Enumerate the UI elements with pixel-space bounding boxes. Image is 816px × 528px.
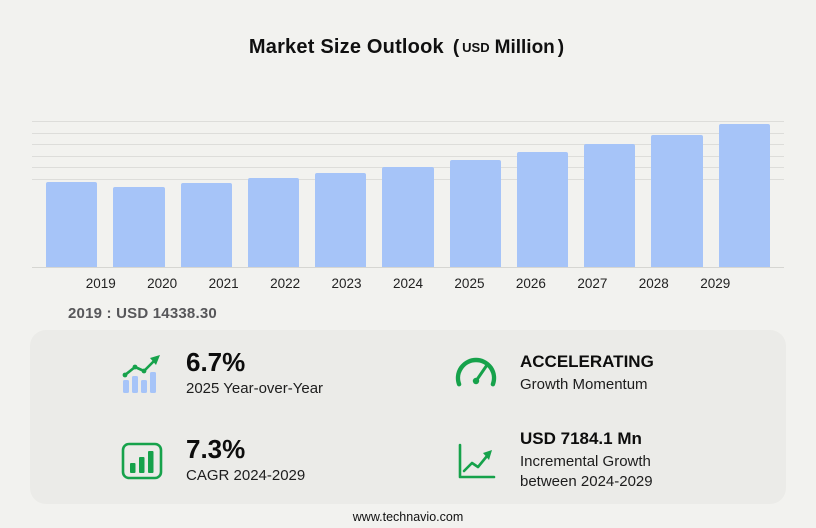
- stat-yoy-text: 6.7% 2025 Year-over-Year: [186, 346, 324, 400]
- bar: [247, 177, 300, 267]
- bar: [315, 173, 367, 267]
- gridline: [32, 121, 784, 122]
- x-axis-label: 2026: [515, 276, 546, 291]
- x-axis-label: 2029: [700, 276, 731, 291]
- x-axis-label: 2021: [208, 276, 239, 291]
- title-unit-currency: USD: [462, 40, 490, 55]
- stat-momentum-label: Growth Momentum: [520, 376, 648, 394]
- x-axis-label: 2028: [638, 276, 669, 291]
- stats-panel: 6.7% 2025 Year-over-Year ACCELERATING Gr…: [30, 330, 786, 504]
- x-axis-label: 2022: [270, 276, 301, 291]
- stat-momentum: ACCELERATING Growth Momentum: [408, 330, 786, 417]
- x-axis-label: 2024: [392, 276, 424, 291]
- bar: [516, 152, 569, 267]
- stat-cagr-value: 7.3%: [186, 433, 246, 464]
- bar-chart-trend-icon: [118, 350, 166, 398]
- stat-yoy-label: 2025 Year-over-Year: [186, 380, 324, 398]
- incremental-growth-icon: [452, 437, 500, 485]
- title-paren-open: (: [452, 37, 460, 58]
- bar: [46, 182, 98, 267]
- stat-incremental: USD 7184.1 Mn Incremental Growth between…: [408, 417, 786, 504]
- bar: [651, 135, 703, 267]
- bar: [382, 166, 434, 267]
- market-size-bar-chart: 2019 2020 2021 2022 2023 2024 2025 2026 2027 2028…: [32, 121, 784, 291]
- x-axis-label: 2020: [147, 276, 178, 291]
- bar: [180, 183, 232, 267]
- stat-momentum-value: ACCELERATING: [520, 351, 654, 371]
- title-text: Market Size Outlook: [248, 36, 444, 58]
- x-axis-label: 2025: [454, 276, 485, 291]
- stat-cagr-label: CAGR 2024-2029: [186, 467, 306, 485]
- stat-cagr: 7.3% CAGR 2024-2029: [30, 417, 408, 504]
- x-axis: 2019 2020 2021 2022 2023 2024 2025 2026 2027 2028…: [78, 276, 738, 291]
- bar: [449, 159, 501, 267]
- bar: [584, 144, 636, 267]
- stat-yoy-value: 6.7%: [186, 346, 246, 377]
- footer-url[interactable]: www.technavio.com: [352, 510, 464, 524]
- stat-incremental-text: USD 7184.1 Mn Incremental Growth between…: [520, 429, 653, 493]
- title-paren-close: ): [557, 37, 565, 58]
- title-unit-scale: Million: [494, 37, 555, 58]
- stat-cagr-text: 7.3% CAGR 2024-2029: [186, 433, 306, 487]
- page-title: Market Size Outlook (USD Million): [0, 0, 816, 59]
- stat-incremental-value: USD 7184.1 Mn: [520, 428, 642, 448]
- speedometer-icon: [452, 350, 500, 398]
- base-year-value-label: 2019 : USD 14338.30: [68, 305, 217, 322]
- stat-incremental-label-line1: Incremental Growth: [520, 452, 651, 470]
- bar: [718, 124, 770, 267]
- bar: [113, 186, 165, 267]
- cagr-chart-icon: [118, 437, 166, 485]
- gridline: [32, 144, 784, 146]
- stat-yoy: 6.7% 2025 Year-over-Year: [30, 330, 408, 417]
- x-axis-label: 2027: [577, 276, 608, 291]
- gridline: [32, 155, 784, 157]
- gridline: [32, 132, 784, 134]
- bars: [46, 121, 770, 267]
- stat-incremental-label: Incremental Growth between 2024-2029: [520, 452, 653, 493]
- x-axis-label: 2019: [85, 276, 116, 291]
- stat-incremental-label-line2: between 2024-2029: [520, 473, 653, 491]
- plot-area: [32, 121, 784, 268]
- x-axis-label: 2023: [331, 276, 362, 291]
- stat-momentum-text: ACCELERATING Growth Momentum: [520, 352, 654, 396]
